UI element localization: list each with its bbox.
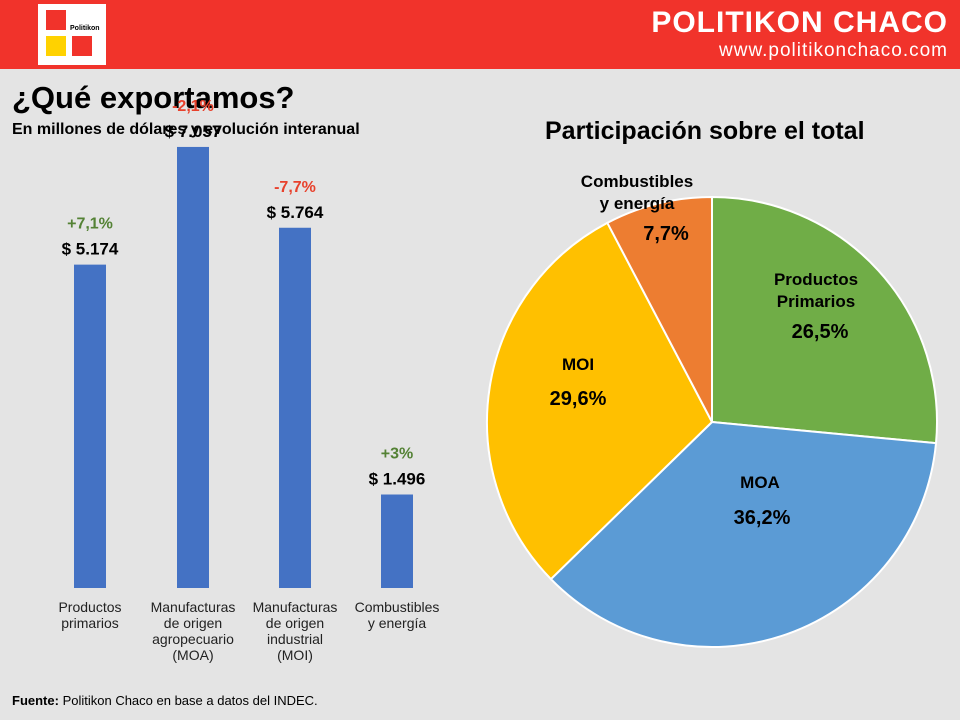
brand-name: POLITIKON CHACO [651,6,948,39]
page-subtitle: En millones de dólares y evolución inter… [12,121,360,138]
politikon-logo: Politikon [38,4,106,65]
logo-square-red [46,10,66,30]
bar-change-label: -7,7% [274,179,316,196]
pie-slice [486,221,714,581]
pie-slice-label: MOA [740,473,780,492]
pie-slice [711,195,938,445]
pie-value-label: 36,2% [734,507,791,529]
x-tick-label: de origen [266,615,324,631]
source-label: Fuente: [12,693,59,708]
logo-text: Politikon [70,25,100,32]
bar-change-label: +3% [381,446,413,463]
pie-slice-label: Primarios [777,292,855,311]
x-tick-label: y energía [368,615,427,631]
pie-value-label: 7,7% [643,223,689,245]
bar [74,264,106,588]
bar [279,227,311,588]
pie-slice-label: Combustibles [581,172,693,191]
brand: POLITIKON CHACO www.politikonchaco.com [651,6,948,62]
page-title: ¿Qué exportamos? [12,80,295,115]
x-tick-label: (MOA) [172,647,213,663]
pie-slice [605,195,713,423]
pie-slice-label: MOI [562,355,594,374]
logo-square-yellow [46,36,66,56]
bar-change-label: -2,1% [172,98,214,115]
logo-square-red-2 [72,36,92,56]
pie-slice-label: y energía [600,194,675,213]
x-tick-label: Productos [58,599,121,615]
pie-slice-label: Productos [774,270,858,289]
x-tick-label: agropecuario [152,631,234,647]
x-tick-label: industrial [267,631,323,647]
header-bar: Politikon POLITIKON CHACO www.politikonc… [0,0,960,69]
x-tick-label: de origen [164,615,222,631]
pie-value-label: 29,6% [550,388,607,410]
x-tick-label: Manufacturas [151,599,236,615]
source-text: Politikon Chaco en base a datos del INDE… [58,693,318,708]
bar-value-label: $ 5.174 [62,240,119,259]
source-note: Fuente: Politikon Chaco en base a datos … [12,693,318,708]
pie-chart-title: Participación sobre el total [545,117,865,145]
x-tick-label: Manufacturas [253,599,338,615]
bar [381,494,413,588]
x-tick-label: (MOI) [277,647,313,663]
bar-value-label: $ 7.057 [165,122,222,141]
brand-url: www.politikonchaco.com [719,40,948,61]
bar [177,146,209,588]
bar-value-label: $ 5.764 [267,203,324,222]
pie-slice [549,420,938,648]
x-tick-label: primarios [61,615,119,631]
bar-change-label: +7,1% [67,216,113,233]
pie-value-label: 26,5% [792,321,849,343]
bar-value-label: $ 1.496 [369,470,426,489]
x-tick-label: Combustibles [355,599,440,615]
